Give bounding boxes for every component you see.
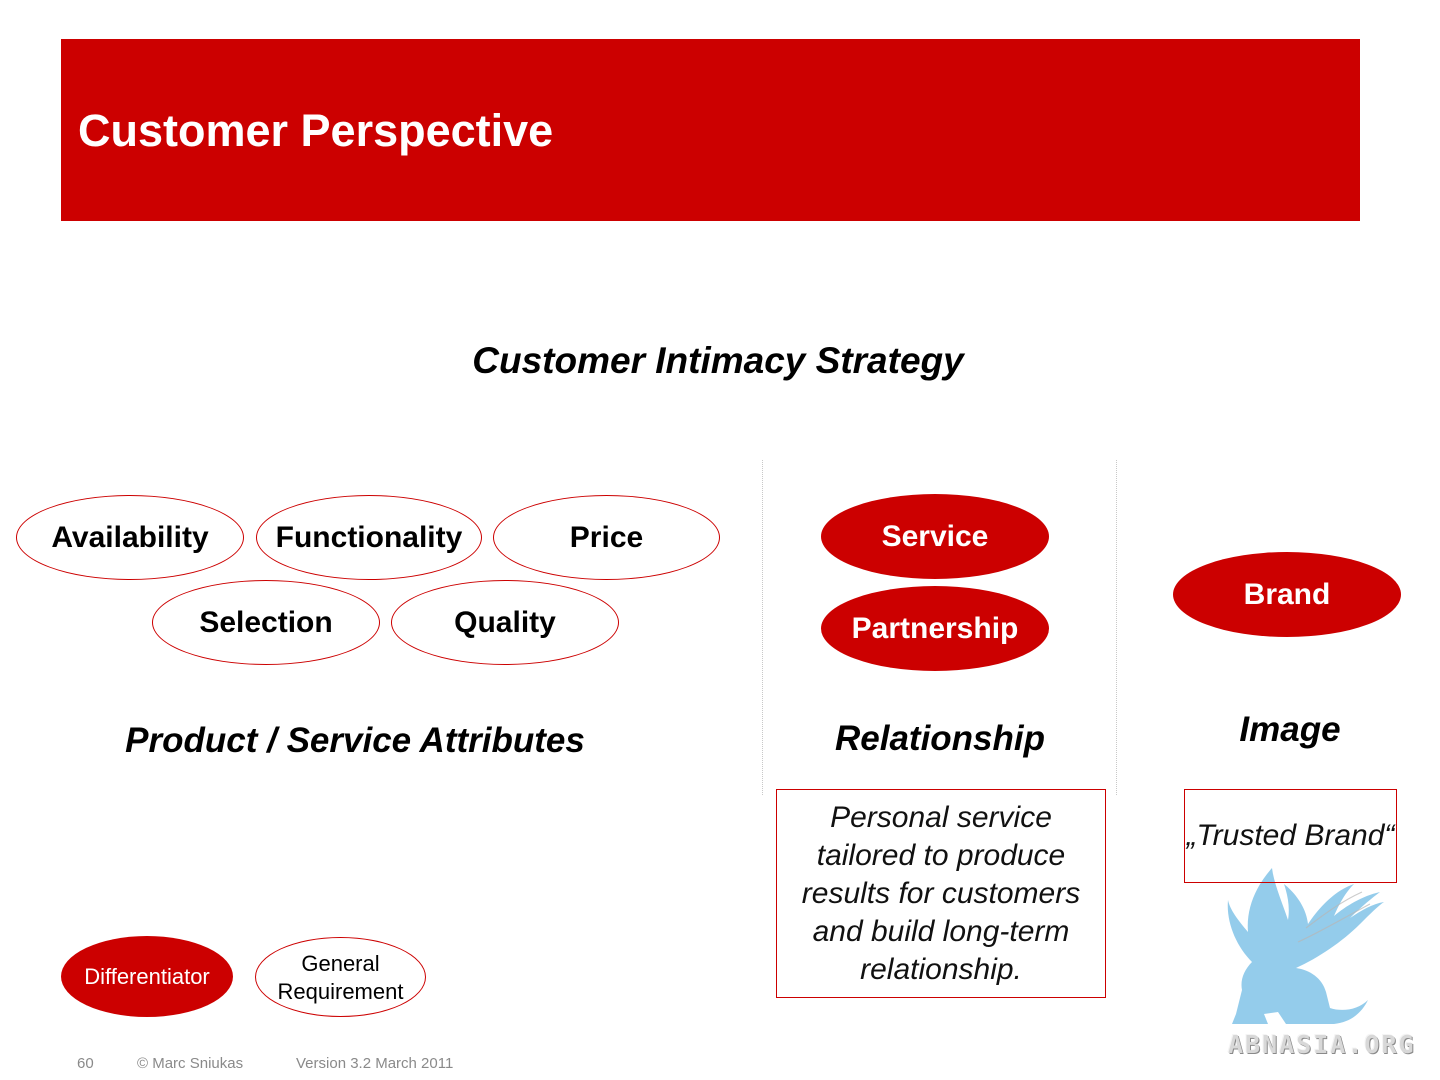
diagram-subtitle: Customer Intimacy Strategy [472, 340, 964, 381]
relationship-description: Personal service tailored to produce res… [801, 800, 1081, 986]
footer-author: © Marc Sniukas [137, 1055, 244, 1072]
attributes-label: Product / Service Attributes [125, 721, 585, 760]
relationship-label: Relationship [834, 719, 1046, 758]
oval-selection: Selection [152, 580, 380, 665]
column-divider-2 [1116, 460, 1117, 795]
relationship-description-box: Personal service tailored to produce res… [776, 789, 1106, 998]
legend-general-requirement: General Requirement [255, 937, 426, 1017]
oval-service: Service [821, 494, 1049, 579]
image-description-box: „Trusted Brand“ [1184, 789, 1397, 883]
oval-price: Price [493, 495, 720, 580]
griffin-logo-icon [1227, 868, 1384, 1024]
footer-version: Version 3.2 March 2011 [296, 1055, 454, 1072]
oval-availability: Availability [16, 495, 244, 580]
oval-functionality: Functionality [256, 495, 482, 580]
legend-differentiator: Differentiator [61, 936, 233, 1017]
oval-partnership: Partnership [821, 586, 1049, 671]
page-number: 60 [77, 1055, 94, 1072]
header-bar [61, 39, 1360, 221]
column-divider-1 [762, 460, 763, 795]
oval-brand: Brand [1173, 552, 1401, 637]
image-description: „Trusted Brand“ [1186, 819, 1395, 852]
page-title: Customer Perspective [78, 105, 554, 156]
oval-quality: Quality [391, 580, 619, 665]
watermark-text: ABNASIA.ORG [1228, 1030, 1416, 1059]
image-label: Image [1239, 710, 1341, 749]
